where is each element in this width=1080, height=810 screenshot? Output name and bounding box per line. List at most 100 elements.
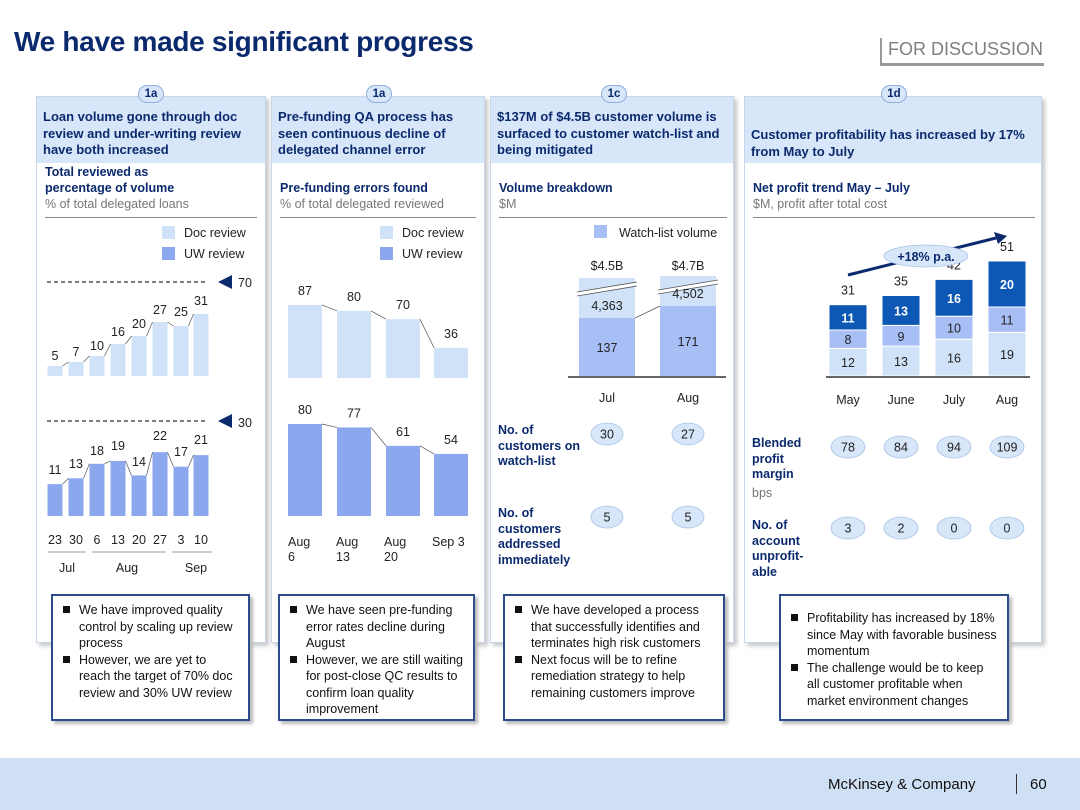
- connector-line: [104, 460, 111, 465]
- x-tick-label: May: [836, 393, 860, 407]
- x-tick-label: Aug: [384, 535, 406, 549]
- data-label-segment-middle: 9: [898, 330, 905, 344]
- bar-doc-review: [434, 347, 468, 378]
- axis-break: [579, 282, 635, 296]
- row-label-margin-unit: bps: [752, 486, 773, 500]
- bar-doc-review: [110, 344, 126, 376]
- target-arrow-doc: [218, 275, 232, 289]
- x-tick-label: 27: [153, 533, 167, 547]
- margin-value: 109: [997, 441, 1018, 455]
- connector-line: [62, 361, 69, 367]
- bar-uw-review: [173, 466, 189, 516]
- bar-uw-review: [110, 460, 126, 516]
- total-label: 31: [841, 284, 855, 298]
- data-label-doc: 5: [52, 349, 59, 363]
- bar-segment-top: [987, 260, 1027, 308]
- panel-header-text: Loan volume gone through doc review and …: [43, 109, 241, 157]
- data-label-segment-top: 13: [894, 304, 908, 318]
- bar-segment-bottom: [828, 347, 868, 377]
- data-label-doc: 87: [298, 284, 312, 298]
- page-title: We have made significant progress: [14, 26, 474, 57]
- bar-uw-review: [434, 453, 468, 516]
- note-box: Profitability has increased by 18% since…: [779, 594, 1009, 721]
- bar-doc-review: [386, 319, 420, 378]
- data-label-uw: 13: [69, 457, 83, 471]
- data-label-watchlist: 171: [678, 335, 699, 349]
- x-tick-label: 30: [69, 533, 83, 547]
- data-label-doc: 25: [174, 305, 188, 319]
- chart-unit: % of total delegated reviewed: [280, 197, 444, 211]
- bar-uw-review: [68, 478, 84, 516]
- panel-header: Loan volume gone through doc review and …: [37, 97, 265, 163]
- unprofitable-count-bubble: [936, 516, 972, 540]
- axis-break-line: [576, 281, 638, 293]
- data-label-uw: 21: [194, 433, 208, 447]
- legend-doc-review-swatch: [162, 226, 175, 239]
- legend-doc-review-swatch: [380, 226, 393, 239]
- margin-value-bubble: [989, 435, 1025, 459]
- bar-uw-review: [386, 445, 420, 516]
- footer-separator: [1016, 774, 1017, 794]
- data-label-uw: 80: [298, 403, 312, 417]
- data-label-doc: 20: [132, 317, 146, 331]
- watchlist-count-bubble: [590, 422, 624, 446]
- note-box: We have improved quality control by scal…: [51, 594, 250, 721]
- data-label-uw: 22: [153, 429, 167, 443]
- margin-value: 84: [894, 441, 908, 455]
- legend-uw-review-label: UW review: [402, 247, 463, 261]
- data-label-uw: 14: [132, 455, 146, 469]
- divider: [753, 217, 1035, 218]
- bar-uw-review: [131, 475, 147, 516]
- bar-doc-review: [89, 356, 105, 376]
- chart-subtitle: Volume breakdown: [499, 181, 613, 195]
- note-item: We have seen pre-funding error rates dec…: [288, 602, 465, 652]
- data-label-uw: 18: [90, 444, 104, 458]
- bar-doc-review: [337, 310, 371, 378]
- x-tick-label: Aug: [677, 391, 699, 405]
- watchlist-count-bubble: [671, 422, 705, 446]
- total-label: $4.5B: [591, 259, 624, 273]
- month-label: Aug: [116, 561, 138, 575]
- connector-line: [419, 319, 435, 348]
- connector-line: [321, 304, 338, 312]
- bar-segment-top: [881, 295, 921, 326]
- connector-line: [321, 423, 338, 428]
- data-label-uw: 19: [111, 439, 125, 453]
- panel-header: Pre-funding QA process has seen continuo…: [272, 97, 484, 163]
- divider: [280, 217, 476, 218]
- panel-badge: 1a: [366, 85, 392, 103]
- data-label-segment-bottom: 19: [1000, 348, 1014, 362]
- data-label-other: 4,363: [591, 299, 622, 313]
- connector-line: [370, 427, 387, 447]
- bar-uw-review: [47, 484, 63, 516]
- data-label-doc: 31: [194, 294, 208, 308]
- unprofitable-count: 0: [1004, 522, 1011, 536]
- bar-segment-top: [934, 278, 974, 317]
- bar-doc-review: [193, 314, 209, 376]
- margin-value: 78: [841, 441, 855, 455]
- data-label-doc: 7: [73, 345, 80, 359]
- bar-segment-middle: [987, 306, 1027, 333]
- chart-unit: % of total delegated loans: [45, 197, 189, 211]
- bar-segment-bottom: [934, 338, 974, 377]
- row-label-margin: Blended profit margin: [752, 436, 802, 481]
- bar-doc-review: [173, 326, 189, 376]
- connector-line: [167, 321, 174, 327]
- data-label-segment-middle: 11: [1001, 314, 1014, 328]
- row-label-addressed: No. of customers addressed immediately: [498, 506, 571, 567]
- footer-bar: [0, 758, 1080, 810]
- data-label-doc: 70: [396, 298, 410, 312]
- growth-label: +18% p.a.: [897, 250, 954, 264]
- watchlist-count: 27: [681, 428, 695, 442]
- month-label: Sep: [185, 561, 207, 575]
- row-label-unprofitable: No. of account unprofit-able: [752, 518, 804, 579]
- chart-unit: $M: [499, 197, 517, 211]
- panel-badge: 1d: [881, 85, 907, 103]
- bar-doc-review: [68, 362, 84, 376]
- bar-doc-review: [152, 322, 168, 376]
- data-label-other: 4,502: [672, 287, 703, 301]
- connector-line: [104, 343, 111, 357]
- legend-watchlist-swatch: [594, 225, 607, 238]
- data-label-doc: 10: [90, 339, 104, 353]
- panel-header-text: $137M of $4.5B customer volume is surfac…: [497, 109, 720, 157]
